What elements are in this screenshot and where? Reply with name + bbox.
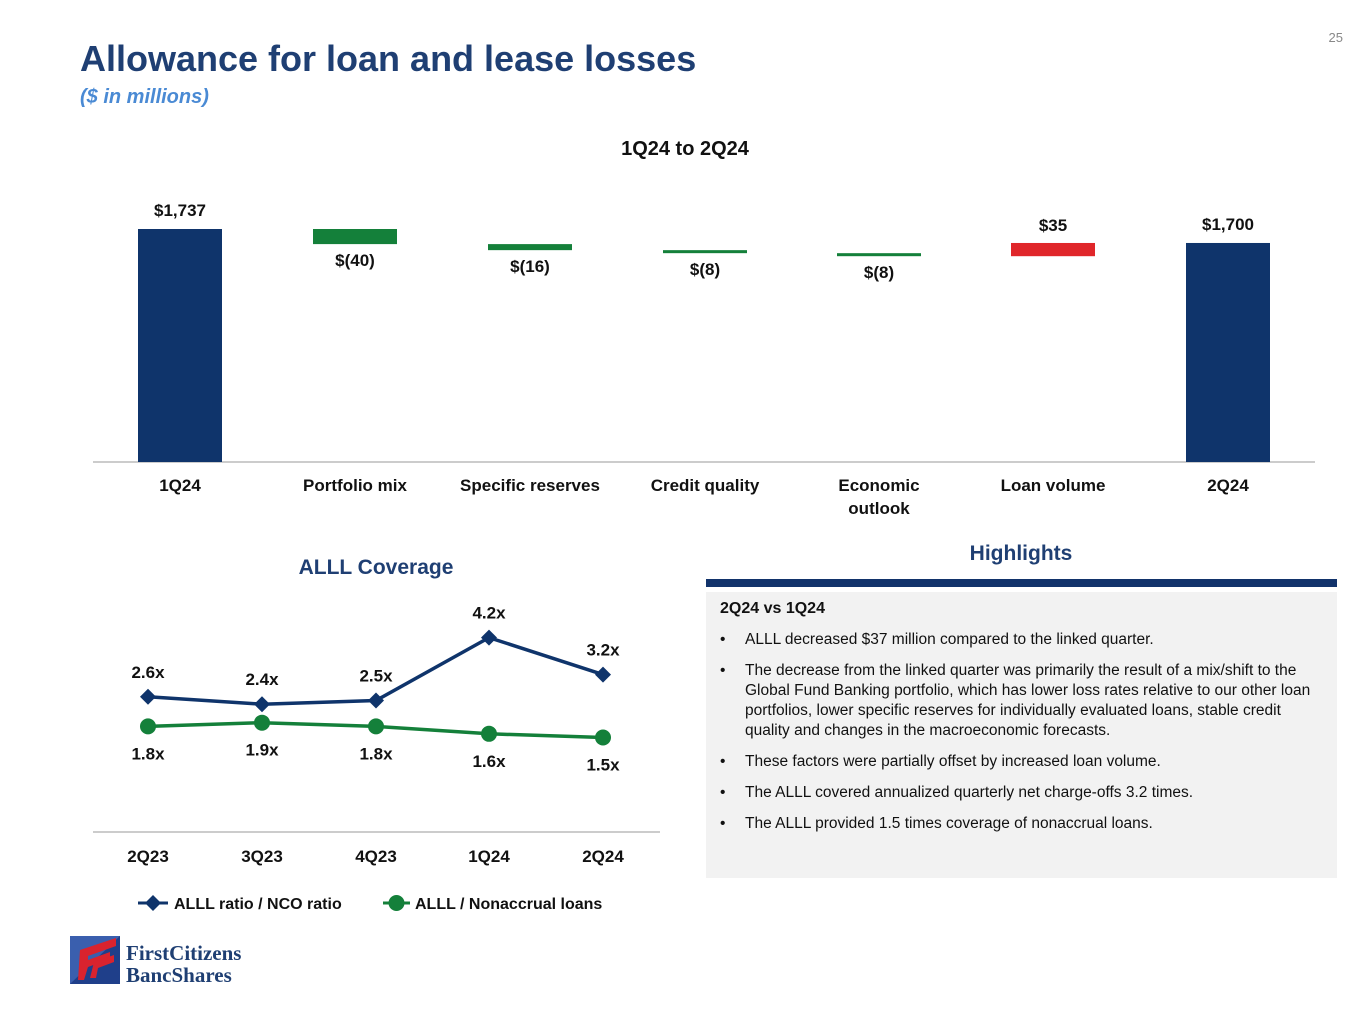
page-subtitle: ($ in millions)	[80, 86, 209, 108]
waterfall-data-label: $1,700	[1202, 215, 1254, 234]
line-data-label: 1.8x	[359, 744, 393, 763]
line-data-label: 3.2x	[586, 641, 620, 660]
waterfall-category-label: Portfolio mix	[303, 476, 407, 495]
highlight-item: The ALLL provided 1.5 times coverage of …	[720, 814, 1323, 834]
highlight-item: ALLL decreased $37 million compared to t…	[720, 630, 1323, 650]
highlight-item: The decrease from the linked quarter was…	[720, 661, 1323, 741]
diamond-marker	[481, 629, 497, 646]
waterfall-data-label: $(8)	[690, 260, 720, 279]
legend-label: ALLL ratio / NCO ratio	[174, 896, 342, 913]
waterfall-data-label: $(40)	[335, 251, 375, 270]
highlights-box: 2Q24 vs 1Q24 ALLL decreased $37 million …	[706, 592, 1337, 878]
diamond-marker	[368, 692, 384, 709]
logo-line2: BancShares	[126, 963, 232, 987]
circle-marker	[595, 729, 611, 746]
logo-line1: FirstCitizens	[126, 941, 241, 965]
waterfall-category-label: Credit quality	[651, 476, 760, 495]
line-chart-x-label: 4Q23	[355, 847, 397, 866]
legend-diamond-icon	[145, 895, 161, 911]
line-data-label: 1.5x	[586, 756, 620, 775]
line-chart-x-label: 3Q23	[241, 847, 283, 866]
waterfall-bar	[138, 229, 222, 462]
waterfall-bar	[313, 229, 397, 245]
line-chart-title: ALLL Coverage	[299, 556, 454, 579]
waterfall-category-label: 2Q24	[1207, 476, 1249, 495]
line-data-label: 4.2x	[472, 604, 506, 623]
circle-marker	[368, 718, 384, 735]
diamond-marker	[140, 688, 156, 705]
diamond-marker	[254, 696, 270, 713]
line-data-label: 1.9x	[245, 741, 279, 760]
line-data-label: 2.6x	[131, 663, 165, 682]
highlight-item: The ALLL covered annualized quarterly ne…	[720, 783, 1323, 803]
highlight-item: These factors were partially offset by i…	[720, 752, 1323, 772]
waterfall-data-label: $(16)	[510, 257, 550, 276]
legend-label: ALLL / Nonaccrual loans	[415, 896, 602, 913]
circle-marker	[254, 714, 270, 731]
highlights-divider	[706, 579, 1337, 587]
page-number: 25	[1328, 30, 1343, 45]
waterfall-data-label: $35	[1039, 216, 1067, 235]
circle-marker	[481, 725, 497, 742]
line-data-label: 1.8x	[131, 744, 165, 763]
highlights-heading: 2Q24 vs 1Q24	[720, 600, 825, 617]
waterfall-category-label: Specific reserves	[460, 476, 600, 495]
circle-marker	[140, 718, 156, 735]
diamond-marker	[595, 666, 611, 683]
line-chart-x-label: 1Q24	[468, 847, 510, 866]
waterfall-data-label: $1,737	[154, 201, 206, 220]
waterfall-data-label: $(8)	[864, 263, 894, 282]
waterfall-title: 1Q24 to 2Q24	[621, 138, 750, 160]
highlights-title: Highlights	[969, 542, 1073, 565]
legend-circle-icon	[388, 895, 405, 911]
waterfall-bar	[1011, 242, 1095, 257]
waterfall-bar	[837, 253, 921, 257]
line-chart-x-label: 2Q23	[127, 847, 169, 866]
waterfall-category-label: Economic outlook	[838, 476, 919, 518]
page-title: Allowance for loan and lease losses	[80, 38, 697, 79]
waterfall-bar	[1186, 242, 1270, 462]
company-logo: FirstCitizens BancShares	[70, 936, 241, 987]
waterfall-bar	[663, 250, 747, 254]
line-chart-x-label: 2Q24	[582, 847, 624, 866]
waterfall-category-label: Loan volume	[1001, 476, 1106, 495]
line-data-label: 1.6x	[472, 752, 506, 771]
waterfall-bar	[488, 244, 572, 251]
waterfall-category-label: 1Q24	[159, 476, 201, 495]
line-data-label: 2.5x	[359, 667, 393, 686]
line-data-label: 2.4x	[245, 670, 279, 689]
highlights-list: ALLL decreased $37 million compared to t…	[720, 630, 1323, 834]
